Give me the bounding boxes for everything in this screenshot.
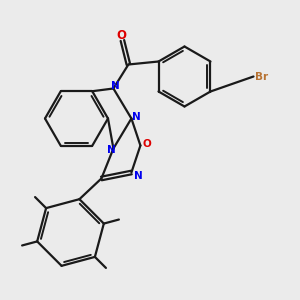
Text: Br: Br (255, 71, 268, 82)
Text: N: N (110, 81, 119, 92)
Text: N: N (132, 112, 141, 122)
Text: O: O (117, 28, 127, 42)
Text: O: O (142, 139, 151, 149)
Text: N: N (134, 171, 142, 181)
Text: N: N (106, 145, 116, 155)
